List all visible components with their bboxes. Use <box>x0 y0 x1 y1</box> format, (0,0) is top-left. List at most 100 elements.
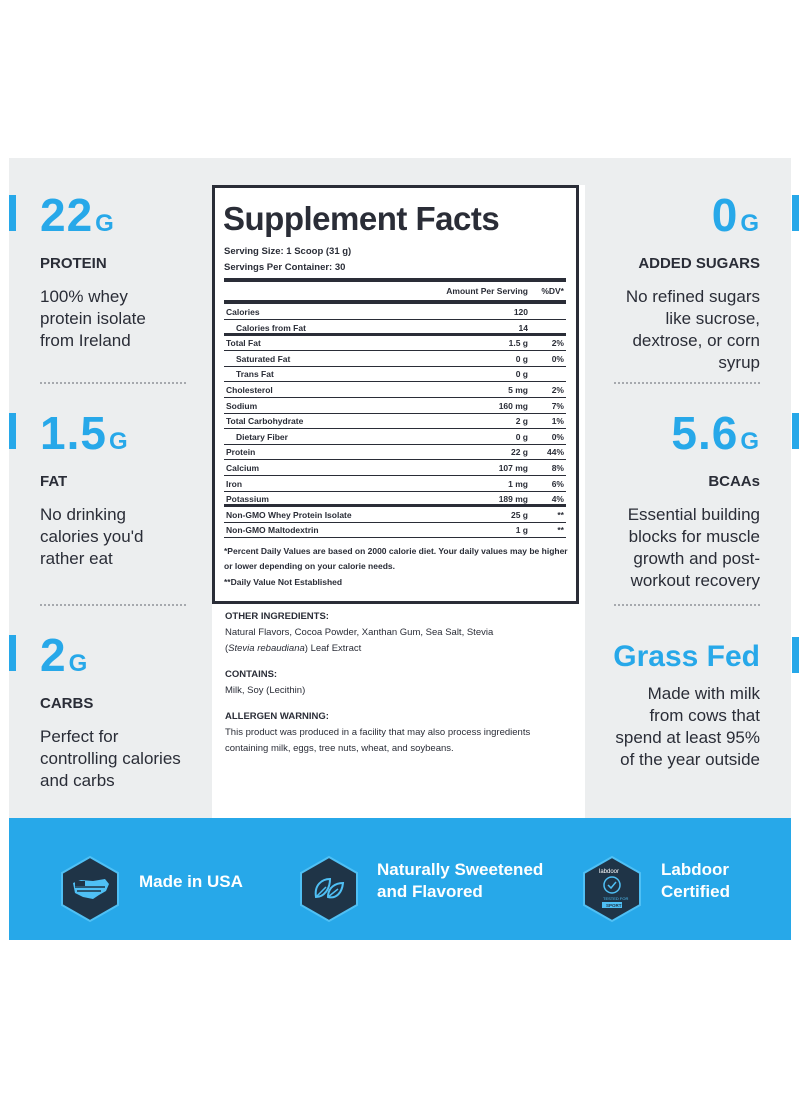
nutrient-amount: 160 mg <box>498 400 528 411</box>
dotted-divider <box>40 382 186 384</box>
accent-bar <box>9 635 16 671</box>
stat-added-sugars: 0G ADDED SUGARS No refined sugars like su… <box>590 192 799 374</box>
stat-grass-fed: Grass Fed Made with milk from cows that sp… <box>590 637 799 771</box>
accent-bar <box>9 413 16 449</box>
allergen-warning: ALLERGEN WARNING: This product was produ… <box>225 709 575 757</box>
nutrient-amount: 0 g <box>515 431 528 442</box>
divider-thick <box>224 300 566 304</box>
nutrient-amount: 1 mg <box>508 478 528 489</box>
nutrient-row: Saturated Fat 0 g 0% <box>224 351 566 367</box>
nutrient-name: Sodium <box>226 400 258 411</box>
stat-description: No refined sugars like sucrose, dextrose, … <box>625 287 760 372</box>
nutrient-dv: 2% <box>551 338 564 349</box>
stat-description: No drinking calories you'd rather eat <box>40 505 144 568</box>
stat-value: 1.5G <box>40 407 129 459</box>
dotted-divider <box>614 604 760 606</box>
other-ingredients-heading: OTHER INGREDIENTS: <box>225 611 329 622</box>
badge-labdoor-certified: Labdoor Certified <box>661 860 730 901</box>
stat-label: ADDED SUGARS <box>638 255 760 272</box>
nutrient-dv: 4% <box>551 494 564 505</box>
header-dv: %DV* <box>541 286 564 296</box>
footnote-not-established: **Daily Value Not Established <box>224 577 343 587</box>
dotted-divider <box>614 382 760 384</box>
facts-title: Supplement Facts <box>223 200 500 237</box>
stat-carbs: 2G CARBS Perfect for controlling calories… <box>9 629 210 792</box>
contains-heading: CONTAINS: <box>225 669 278 680</box>
nutrient-name: Total Carbohydrate <box>226 416 304 427</box>
badge-made-in-usa: Made in USA <box>139 872 243 891</box>
facts-header: Amount Per Serving %DV* <box>224 286 566 300</box>
nutrient-amount: 14 <box>518 322 528 333</box>
supplement-facts-panel: Supplement Facts Serving Size: 1 Scoop (… <box>212 185 585 818</box>
nutrient-name: Calories <box>226 307 260 317</box>
stat-fat: 1.5G FAT No drinking calories you'd rather… <box>9 407 210 570</box>
nutrient-row: Dietary Fiber 0 g 0% <box>224 429 566 445</box>
nutrient-name: Non-GMO Whey Protein Isolate <box>226 509 352 520</box>
nutrient-row: Potassium 189 mg 4% <box>224 491 566 508</box>
nutrient-name: Protein <box>226 447 256 458</box>
nutrient-amount: 22 g <box>510 447 528 458</box>
usa-flag-map-icon <box>61 855 119 923</box>
nutrient-row: Non-GMO Whey Protein Isolate 25 g ** <box>224 507 566 523</box>
header-amount: Amount Per Serving <box>446 286 528 296</box>
nutrient-row: Calories from Fat 14 <box>224 320 566 336</box>
stat-value: Grass Fed <box>613 640 760 673</box>
other-ingredients-text: Natural Flavors, Cocoa Powder, Xanthan G… <box>225 627 494 654</box>
nutrient-amount: 0 g <box>515 369 528 380</box>
nutrient-name: Calories from Fat <box>236 322 306 333</box>
footnote-dv: *Percent Daily Values are based on 2000 … <box>224 546 568 571</box>
stat-bcaas: 5.6G BCAAs Essential building blocks for … <box>590 407 799 592</box>
accent-bar <box>9 195 16 231</box>
nutrient-name: Cholesterol <box>226 385 273 395</box>
stat-label: BCAAs <box>708 473 760 490</box>
nutrient-dv: ** <box>557 525 564 536</box>
nutrient-dv: 1% <box>551 416 564 427</box>
stat-description: 100% whey protein isolate from Ireland <box>40 287 146 350</box>
nutrient-amount: 1.5 g <box>508 338 528 349</box>
serving-size: Serving Size: 1 Scoop (31 g) <box>224 246 352 257</box>
accent-bar <box>792 195 799 231</box>
stat-value: 22G <box>40 189 115 241</box>
accent-bar <box>792 413 799 449</box>
stat-description: Made with milk from cows that spend at lea… <box>615 684 760 769</box>
allergen-heading: ALLERGEN WARNING: <box>225 711 329 722</box>
servings-per-container: Servings Per Container: 30 <box>224 262 346 273</box>
svg-text:labdoor: labdoor <box>599 869 619 875</box>
nutrient-amount: 25 g <box>510 509 528 520</box>
nutrient-name: Dietary Fiber <box>236 431 288 442</box>
dotted-divider <box>40 604 186 606</box>
nutrient-amount: 2 g <box>515 416 528 427</box>
nutrient-row: Cholesterol 5 mg 2% <box>224 382 566 398</box>
leaves-icon <box>300 855 358 923</box>
nutrient-amount: 189 mg <box>498 494 528 505</box>
nutrient-row: Total Carbohydrate 2 g 1% <box>224 413 566 430</box>
nutrient-name: Potassium <box>226 494 269 505</box>
nutrient-row: Calories 120 <box>224 304 566 320</box>
nutrient-name: Total Fat <box>226 338 261 349</box>
nutrient-dv: 0% <box>551 353 564 364</box>
nutrient-name: Calcium <box>226 463 260 473</box>
nutrient-row: Total Fat 1.5 g 2% <box>224 335 566 352</box>
stat-value: 5.6G <box>671 407 760 459</box>
contains: CONTAINS: Milk, Soy (Lecithin) <box>225 667 575 699</box>
accent-bar <box>792 637 799 673</box>
nutrient-name: Trans Fat <box>236 369 274 380</box>
nutrient-dv: 8% <box>551 463 564 473</box>
stat-label: FAT <box>40 473 68 490</box>
supplement-facts-label: Supplement Facts Serving Size: 1 Scoop (… <box>212 185 579 604</box>
nutrient-row: Sodium 160 mg 7% <box>224 398 566 414</box>
other-ingredients: OTHER INGREDIENTS: Natural Flavors, Coco… <box>225 609 575 657</box>
stat-protein: 22G PROTEIN 100% whey protein isolate from… <box>9 189 210 352</box>
nutrient-amount: 0 g <box>515 353 528 364</box>
nutrient-row: Non-GMO Maltodextrin 1 g ** <box>224 522 566 539</box>
nutrient-row: Calcium 107 mg 8% <box>224 460 566 476</box>
nutrient-row: Trans Fat 0 g <box>224 366 566 383</box>
stat-value: 2G <box>40 629 89 681</box>
nutrient-dv: ** <box>557 509 564 520</box>
nutrient-row: Protein 22 g 44% <box>224 444 566 461</box>
svg-text:SPORT: SPORT <box>606 903 622 908</box>
stat-label: CARBS <box>40 695 94 712</box>
nutrient-dv: 2% <box>551 385 564 395</box>
nutrient-amount: 1 g <box>515 525 528 536</box>
stat-description: Essential building blocks for muscle growt… <box>627 505 760 590</box>
